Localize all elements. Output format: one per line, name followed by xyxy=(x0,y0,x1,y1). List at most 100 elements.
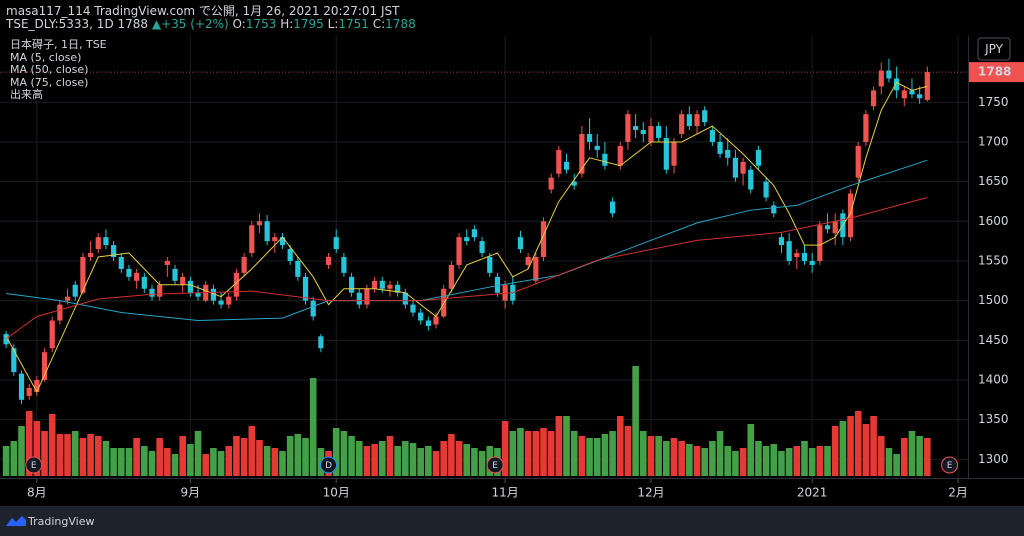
candle-body xyxy=(502,284,508,301)
candle-body xyxy=(364,288,370,305)
candle-body xyxy=(824,225,831,230)
candle-body xyxy=(418,312,424,321)
candle-body xyxy=(886,70,892,79)
volume-bar xyxy=(870,416,877,476)
volume-bar xyxy=(71,431,79,476)
volume-bar xyxy=(793,446,801,476)
y-tick-label: 1500 xyxy=(978,293,1009,307)
logo[interactable] xyxy=(4,514,28,528)
event-marker[interactable] xyxy=(320,456,338,474)
volume-bar xyxy=(125,448,133,476)
volume-bar xyxy=(256,440,263,476)
volume-bar xyxy=(701,448,708,476)
volume-bar xyxy=(616,416,624,476)
candle-body xyxy=(648,126,654,142)
volume-bar xyxy=(332,428,340,476)
publish-line: masa117_114 TradingView.com で公開, 1月 26, … xyxy=(6,4,400,18)
candle-body xyxy=(11,348,17,373)
volume-bar xyxy=(87,434,94,476)
volume-bar xyxy=(417,448,424,476)
low: 1751 xyxy=(338,17,369,31)
volume-bar xyxy=(25,411,33,476)
event-label: E xyxy=(947,461,953,471)
volume-bar xyxy=(847,416,854,476)
x-tick-label: 9月 xyxy=(181,486,201,500)
volume-bar xyxy=(900,438,908,476)
grid xyxy=(0,36,968,478)
volume-bar xyxy=(709,441,716,476)
candle-body xyxy=(686,114,692,127)
x-tick-label: 2021 xyxy=(797,486,828,500)
candle-body xyxy=(379,280,385,289)
candle-body xyxy=(740,161,746,174)
arrow: ▲ xyxy=(151,17,162,31)
volume-bar xyxy=(570,431,578,476)
candle-body xyxy=(441,288,447,317)
close: 1788 xyxy=(385,17,416,31)
volume-bar xyxy=(862,424,870,476)
candle-body xyxy=(448,264,454,289)
y-tick-label: 1700 xyxy=(978,134,1009,148)
legend-entry[interactable]: MA (75, close) xyxy=(10,75,89,89)
volume-bar xyxy=(778,451,785,476)
currency-box[interactable] xyxy=(977,37,1011,61)
candle-body xyxy=(295,260,301,277)
event-marker[interactable] xyxy=(25,456,43,474)
candle-body xyxy=(817,225,823,261)
candle-body xyxy=(771,205,777,214)
change: +35 (+2%) xyxy=(161,17,229,31)
volume-bar xyxy=(908,431,916,476)
candle-body xyxy=(164,260,170,265)
candle-body xyxy=(180,276,186,285)
legend-entry[interactable]: MA (50, close) xyxy=(10,63,89,76)
candle-body xyxy=(433,316,439,325)
candle-body xyxy=(249,225,255,254)
y-tick-label: 1300 xyxy=(978,452,1009,466)
event-marker[interactable] xyxy=(941,456,959,474)
y-tick-label: 1400 xyxy=(978,372,1009,386)
volume-bar xyxy=(363,446,371,476)
candle-body xyxy=(517,237,524,250)
volume-bar xyxy=(48,414,56,476)
volume-bar xyxy=(141,446,148,476)
volume-bar xyxy=(609,431,616,476)
candle-body xyxy=(663,137,669,170)
candle-body xyxy=(103,237,109,246)
y-tick-label: 1750 xyxy=(978,95,1009,109)
high-label: H: xyxy=(280,17,294,31)
volume-bar xyxy=(425,446,432,476)
volume-bar xyxy=(371,444,378,476)
legend-entry[interactable]: MA (5, close) xyxy=(10,50,82,64)
candle-body xyxy=(563,161,570,170)
volume-bar xyxy=(586,438,593,476)
candle-body xyxy=(586,134,593,142)
volume-bar xyxy=(286,436,294,476)
volume-bar xyxy=(655,436,662,476)
volume-bar xyxy=(686,444,693,476)
x-tick-label: 11月 xyxy=(491,486,518,500)
legend-entry[interactable]: 日本碍子, 1日, TSE xyxy=(10,38,107,51)
volume-bar xyxy=(348,436,355,476)
event-marker[interactable] xyxy=(486,456,504,474)
volume-bar xyxy=(801,441,808,476)
candle-body xyxy=(41,352,48,380)
volume-bar xyxy=(94,436,102,476)
legend-entry[interactable]: 出来高 xyxy=(10,88,43,101)
volume-bar xyxy=(747,424,755,476)
volume-bar xyxy=(893,454,900,476)
volume-bar xyxy=(839,421,847,476)
candle-body xyxy=(602,153,608,166)
volume-bar xyxy=(593,438,601,476)
volume-bar xyxy=(816,446,824,476)
candle-body xyxy=(218,300,224,305)
volume-bar xyxy=(64,434,71,476)
volume-bar xyxy=(563,416,570,476)
low-label: L: xyxy=(327,17,339,31)
volume-bar xyxy=(639,431,647,476)
volume-bar xyxy=(225,446,233,476)
y-tick-label: 1350 xyxy=(978,412,1009,426)
candle-body xyxy=(95,237,101,250)
candle-body xyxy=(256,221,263,226)
brand[interactable]: TradingView xyxy=(28,515,95,528)
